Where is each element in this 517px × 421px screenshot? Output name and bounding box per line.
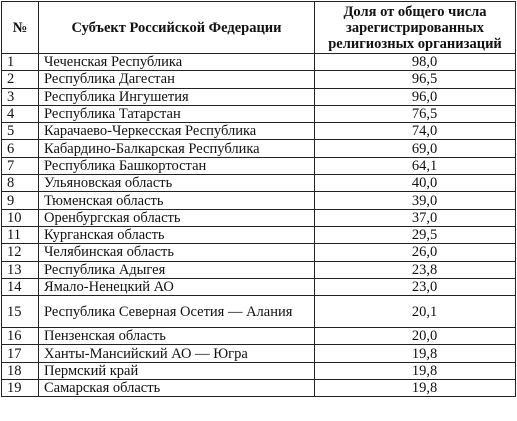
- row-subject: Курганская область: [38, 225, 315, 245]
- row-number: 5: [1, 122, 39, 141]
- row-number: 11: [1, 225, 39, 245]
- table-row: 18 Пермский край 19,8: [1, 361, 516, 381]
- row-number: 7: [1, 156, 39, 176]
- row-number: 19: [1, 379, 39, 398]
- row-number: 15: [1, 295, 39, 329]
- row-value: 69,0: [314, 139, 516, 158]
- row-value: 26,0: [314, 243, 516, 262]
- table-row: 15 Республика Северная Осетия — Алания 2…: [1, 295, 516, 329]
- row-subject: Кабардино-Балкарская Республика: [38, 139, 315, 158]
- row-subject: Пензенская область: [38, 327, 315, 346]
- table-row: 16 Пензенская область 20,0: [1, 327, 516, 346]
- row-subject: Пермский край: [38, 361, 315, 381]
- row-value: 76,5: [314, 104, 516, 124]
- row-value: 96,0: [314, 87, 516, 106]
- row-subject: Тюменская область: [38, 191, 315, 210]
- row-subject: Республика Башкортостан: [38, 156, 315, 176]
- table-row: 6 Кабардино-Балкарская Республика 69,0: [1, 139, 516, 158]
- header-subject: Субъект Российской Федерации: [38, 1, 315, 54]
- row-value: 37,0: [314, 208, 516, 227]
- row-subject: Республика Адыгея: [38, 260, 315, 279]
- row-value: 19,8: [314, 379, 516, 398]
- row-number: 16: [1, 327, 39, 346]
- table-row: 2 Республика Дагестан 96,5: [1, 70, 516, 89]
- table-row: 7 Республика Башкортостан 64,1: [1, 156, 516, 176]
- row-subject: Оренбургская область: [38, 208, 315, 227]
- row-subject: Чеченская Республика: [38, 52, 315, 72]
- row-value: 74,0: [314, 122, 516, 141]
- row-number: 14: [1, 277, 39, 297]
- row-number: 8: [1, 174, 39, 193]
- row-value: 39,0: [314, 191, 516, 210]
- table-row: 10 Оренбургская область 37,0: [1, 208, 516, 227]
- table-row: 5 Карачаево-Черкесская Республика 74,0: [1, 122, 516, 141]
- row-number: 4: [1, 104, 39, 124]
- row-value: 20,0: [314, 327, 516, 346]
- row-number: 1: [1, 52, 39, 72]
- table-header-row: № Субъект Российской Федерации Доля от о…: [1, 1, 516, 54]
- table-row: 17 Ханты-Мансийский АО — Югра 19,8: [1, 344, 516, 363]
- row-subject: Ульяновская область: [38, 174, 315, 193]
- row-number: 10: [1, 208, 39, 227]
- row-number: 6: [1, 139, 39, 158]
- row-value: 19,8: [314, 361, 516, 381]
- table-row: 12 Челябинская область 26,0: [1, 243, 516, 262]
- row-number: 13: [1, 260, 39, 279]
- row-subject: Республика Северная Осетия — Алания: [38, 295, 315, 329]
- row-number: 18: [1, 361, 39, 381]
- table-row: 11 Курганская область 29,5: [1, 225, 516, 245]
- row-number: 17: [1, 344, 39, 363]
- row-value: 96,5: [314, 70, 516, 89]
- row-value: 19,8: [314, 344, 516, 363]
- row-number: 3: [1, 87, 39, 106]
- row-subject: Республика Татарстан: [38, 104, 315, 124]
- row-subject: Республика Ингушетия: [38, 87, 315, 106]
- row-value: 40,0: [314, 174, 516, 193]
- table-row: 9 Тюменская область 39,0: [1, 191, 516, 210]
- row-value: 20,1: [314, 295, 516, 329]
- header-share: Доля от общего числа зарегистрированных …: [314, 1, 516, 54]
- row-value: 64,1: [314, 156, 516, 176]
- row-subject: Ямало-Ненецкий АО: [38, 277, 315, 297]
- row-value: 23,8: [314, 260, 516, 279]
- row-subject: Челябинская область: [38, 243, 315, 262]
- religious-organizations-table: № Субъект Российской Федерации Доля от о…: [1, 1, 516, 398]
- row-number: 2: [1, 70, 39, 89]
- table-row: 3 Республика Ингушетия 96,0: [1, 87, 516, 106]
- table-row: 1 Чеченская Республика 98,0: [1, 52, 516, 72]
- row-subject: Ханты-Мансийский АО — Югра: [38, 344, 315, 363]
- row-subject: Карачаево-Черкесская Республика: [38, 122, 315, 141]
- table-row: 14 Ямало-Ненецкий АО 23,0: [1, 277, 516, 297]
- row-subject: Самарская область: [38, 379, 315, 398]
- table-row: 4 Республика Татарстан 76,5: [1, 104, 516, 124]
- row-value: 29,5: [314, 225, 516, 245]
- table-row: 13 Республика Адыгея 23,8: [1, 260, 516, 279]
- row-number: 9: [1, 191, 39, 210]
- row-value: 23,0: [314, 277, 516, 297]
- row-number: 12: [1, 243, 39, 262]
- table-row: 19 Самарская область 19,8: [1, 379, 516, 398]
- row-value: 98,0: [314, 52, 516, 72]
- table-row: 8 Ульяновская область 40,0: [1, 174, 516, 193]
- row-subject: Республика Дагестан: [38, 70, 315, 89]
- header-number: №: [1, 1, 39, 54]
